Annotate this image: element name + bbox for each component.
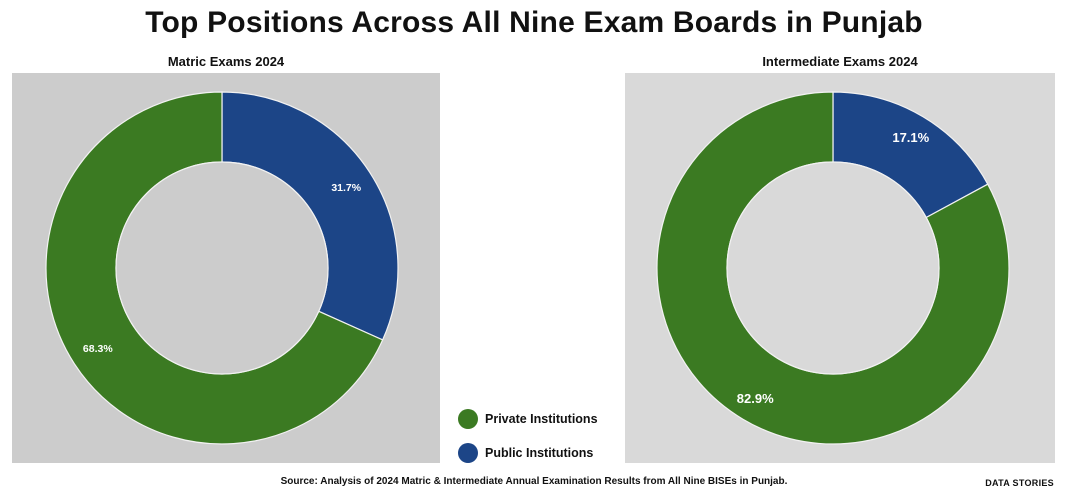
legend-label-public: Public Institutions xyxy=(485,446,594,460)
brand-logo: DATA STORIES xyxy=(985,478,1054,488)
source-note: Source: Analysis of 2024 Matric & Interm… xyxy=(280,476,788,487)
chart-title-matric: Matric Exams 2024 xyxy=(167,54,285,69)
slice-label-private: 82.9% xyxy=(737,391,774,406)
donut-hole xyxy=(115,161,329,375)
page-title: Top Positions Across All Nine Exam Board… xyxy=(145,6,923,39)
legend-swatch-private xyxy=(458,409,478,429)
legend: Private Institutions Public Institutions xyxy=(458,408,598,476)
legend-item-public: Public Institutions xyxy=(458,442,598,464)
matric-donut-chart: 31.7% 68.3% xyxy=(12,73,440,463)
donut-hole xyxy=(726,161,940,375)
chart-title-intermediate: Intermediate Exams 2024 xyxy=(762,54,918,69)
intermediate-donut-chart: 17.1% 82.9% xyxy=(625,73,1055,463)
intermediate-donut-svg: 17.1% 82.9% xyxy=(625,73,1055,463)
slice-label-private: 68.3% xyxy=(83,343,113,355)
legend-item-private: Private Institutions xyxy=(458,408,598,430)
matric-donut-svg: 31.7% 68.3% xyxy=(12,73,440,463)
legend-label-private: Private Institutions xyxy=(485,412,598,426)
slice-label-public: 31.7% xyxy=(331,182,361,194)
legend-swatch-public xyxy=(458,443,478,463)
slice-label-public: 17.1% xyxy=(892,130,929,145)
